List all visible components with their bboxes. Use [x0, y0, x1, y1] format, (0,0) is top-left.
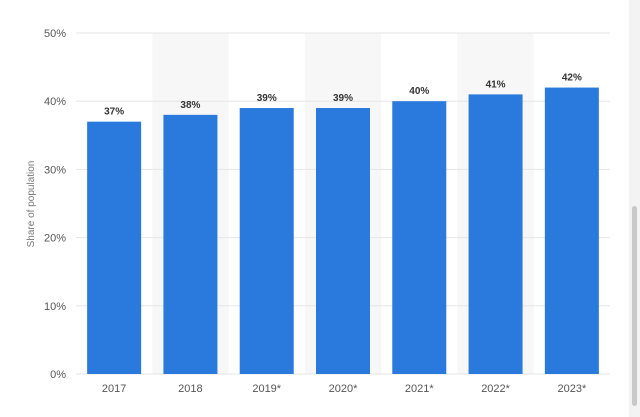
y-axis-ticks: 0% 10% 20% 30% 40% 50% [44, 28, 66, 381]
x-tick-label: 2023* [557, 383, 586, 395]
bar [163, 114, 218, 374]
x-tick-label: 2022* [481, 383, 510, 395]
x-tick-label: 2018 [178, 383, 202, 395]
data-label: 42% [562, 73, 582, 84]
bar [87, 121, 142, 374]
y-tick-label: 0% [50, 369, 66, 381]
bars [87, 87, 599, 375]
bar [239, 108, 294, 375]
bar [544, 87, 599, 374]
bar [392, 101, 447, 374]
x-axis-ticks: 2017 2018 2019* 2020* 2021* 2022* 2023* [102, 383, 587, 395]
x-tick-label: 2019* [252, 383, 281, 395]
x-tick-label: 2017 [102, 383, 126, 395]
data-label: 37% [104, 107, 124, 118]
x-tick-label: 2021* [405, 383, 434, 395]
scrollbar-thumb[interactable] [632, 206, 637, 406]
data-label: 40% [409, 86, 429, 97]
y-tick-label: 10% [44, 301, 66, 313]
data-label: 39% [257, 93, 277, 104]
data-label: 39% [333, 93, 353, 104]
y-tick-label: 30% [44, 164, 66, 176]
y-tick-label: 20% [44, 233, 66, 245]
bar [468, 94, 523, 374]
y-axis-title: Share of population [26, 161, 37, 248]
y-tick-label: 50% [44, 28, 66, 40]
data-label: 38% [180, 100, 200, 111]
data-label: 41% [486, 79, 506, 90]
bar [316, 108, 370, 375]
x-tick-label: 2020* [329, 383, 358, 395]
y-tick-label: 40% [44, 96, 66, 108]
data-labels: 37% 38% 39% 39% 40% 41% 42% [104, 73, 582, 118]
scrollbar[interactable] [629, 0, 640, 417]
